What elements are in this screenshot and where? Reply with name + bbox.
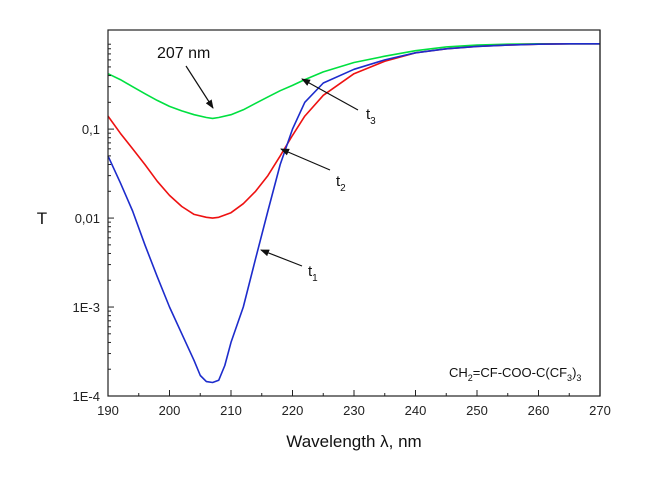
x-tick-label: 270 — [589, 403, 611, 418]
t1-arrow — [260, 249, 303, 267]
plot-frame — [107, 29, 601, 397]
series-line-t1 — [107, 42, 600, 384]
t3-arrow — [301, 78, 359, 111]
x-tick-label: 220 — [282, 403, 304, 418]
y-axis-title: T — [37, 209, 47, 228]
y-tick-label: 0,01 — [75, 211, 100, 226]
x-tick-label: 210 — [220, 403, 242, 418]
t3-label: t3 — [366, 106, 376, 127]
t2-arrow — [280, 148, 331, 171]
x-tick-label: 190 — [97, 403, 119, 418]
x-tick-label: 200 — [159, 403, 181, 418]
y-tick-label: 1E-3 — [73, 300, 100, 315]
t2-label: t2 — [336, 173, 346, 194]
x-tick-label: 260 — [528, 403, 550, 418]
y-axis-tick-labels: 1E-4 1E-3 0,01 0,1 — [73, 122, 100, 404]
peak-arrow — [185, 65, 214, 109]
series-line-t3 — [107, 42, 600, 120]
y-tick-label: 1E-4 — [73, 389, 100, 404]
x-axis-ticks — [107, 390, 601, 396]
y-axis-ticks — [108, 43, 114, 397]
series-layer — [107, 42, 600, 384]
compound-formula: CH2=CF-COO-C(CF3)3 — [449, 365, 581, 383]
x-axis-tick-labels: 190 200 210 220 230 240 250 260 270 — [97, 403, 611, 418]
t1-label: t1 — [308, 263, 318, 284]
x-tick-label: 240 — [405, 403, 427, 418]
x-tick-label: 250 — [466, 403, 488, 418]
x-axis-title: Wavelength λ, nm — [286, 432, 421, 451]
peak-wavelength-label: 207 nm — [157, 45, 210, 62]
y-tick-label: 0,1 — [82, 122, 100, 137]
x-tick-label: 230 — [343, 403, 365, 418]
